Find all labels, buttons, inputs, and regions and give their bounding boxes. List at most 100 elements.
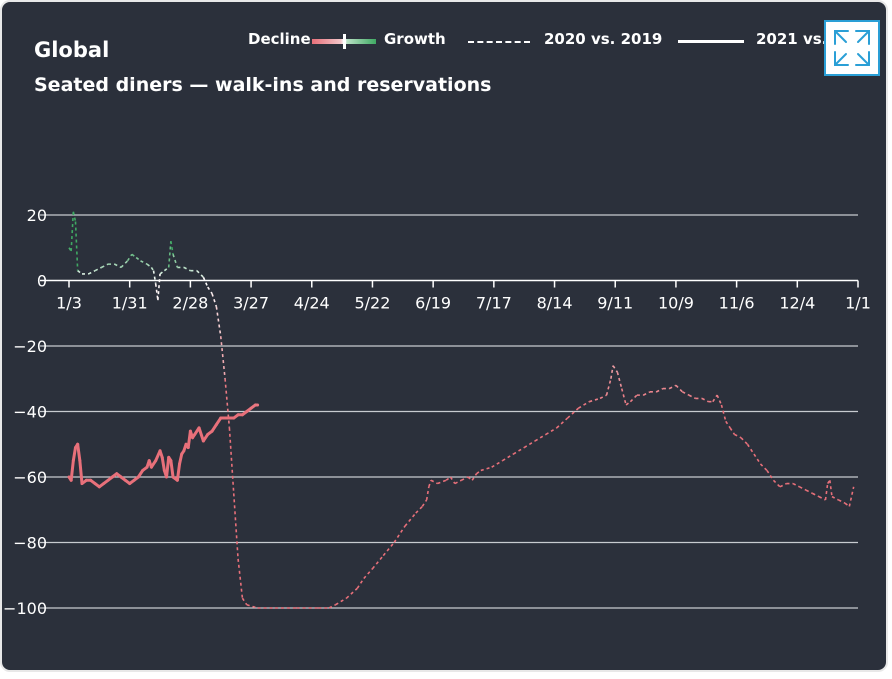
series-segment [712,394,718,403]
y-tick-label: −100 [3,599,47,618]
legend-solid-line-swatch [678,40,744,43]
x-tick-label: 1/31 [112,294,148,313]
expand-button[interactable] [824,20,880,76]
series-segment [792,482,800,488]
legend-gradient-midpoint [343,34,346,49]
series-segment [241,597,248,606]
series-segment [656,387,664,393]
x-tick-label: 7/17 [476,294,512,313]
series-segment [729,427,736,435]
series-segment [848,486,855,507]
series-segment [824,483,829,501]
series-2021 [67,403,260,489]
series-segment [772,479,781,488]
series-segment [404,512,417,527]
series-segment [766,470,775,481]
legend-growth-label: Growth [384,30,446,48]
series-segment [812,492,820,498]
series-segment [101,263,109,269]
series-segment [688,394,696,400]
series-segment [437,479,447,485]
series-segment [74,221,79,271]
series-segment [178,452,184,466]
legend-decline-label: Decline [248,30,311,48]
series-segment [701,397,709,403]
series-segment [779,482,787,488]
legend-series-2021-label: 2021 vs. 2 [756,30,844,48]
series-segment [605,378,612,396]
series-segment [838,499,846,504]
series-segment [72,211,77,222]
series-segment [159,270,165,275]
series-segment [393,525,406,543]
series-segment [94,266,102,272]
series-segment [126,253,133,262]
series-segment [215,306,222,337]
series-segment [460,476,469,481]
series-segment [160,455,166,472]
series-segment [237,558,244,599]
series-segment [556,417,569,429]
series-segment [734,433,742,439]
series-segment [467,476,473,481]
series-segment [68,247,72,252]
series-segment [131,253,137,259]
series-segment [211,293,218,307]
series-segment [476,469,482,475]
series-segment [534,433,547,442]
series-segment [219,336,226,379]
x-tick-label: 2/28 [172,294,208,313]
x-tick-label: 1/3 [56,294,82,313]
series-segment [196,270,204,278]
series-segment [831,495,839,501]
series-segment [78,459,84,486]
series-segment [371,555,384,570]
grid-layer [40,214,858,609]
series-segment [491,459,503,468]
x-tick-label: 1/1 [845,294,871,313]
series-segment [799,486,807,491]
series-layer [67,211,855,609]
y-tick-label: −20 [13,337,47,356]
chart-subtitle: Seated diners — walk-ins and reservation… [34,74,492,96]
series-segment [228,427,235,494]
series-segment [169,459,175,479]
series-segment [77,270,83,275]
series-segment [588,397,601,403]
x-tick-label: 4/24 [294,294,330,313]
series-segment [140,260,148,265]
series-segment [207,286,213,295]
series-segment [430,479,438,485]
series-segment [567,407,579,419]
series-segment [71,446,78,463]
series-segment [577,400,590,409]
series-segment [625,401,631,406]
y-tick-label: −80 [13,534,47,553]
series-segment [502,453,514,462]
series-segment [152,270,157,284]
series-segment [328,604,336,609]
legend-series-2020-label: 2020 vs. 2019 [544,30,663,48]
y-tick-label: 20 [27,206,47,225]
series-segment [69,459,75,482]
series-segment [829,480,833,497]
expand-arrows-icon [834,30,870,66]
series-segment [725,420,731,429]
legend-dashed-line-swatch [468,41,530,43]
series-segment [629,394,638,403]
series-segment [224,378,231,428]
series-segment [335,597,347,606]
series-segment [716,394,723,406]
series-segment [197,426,205,443]
series-segment [643,391,651,396]
series-segment [818,495,826,501]
series-segment [512,446,525,455]
series-segment [76,442,82,463]
series-segment [753,453,762,465]
series-segment [421,499,428,507]
series-segment [805,489,813,495]
series-segment [415,505,423,514]
series-segment [445,476,451,481]
